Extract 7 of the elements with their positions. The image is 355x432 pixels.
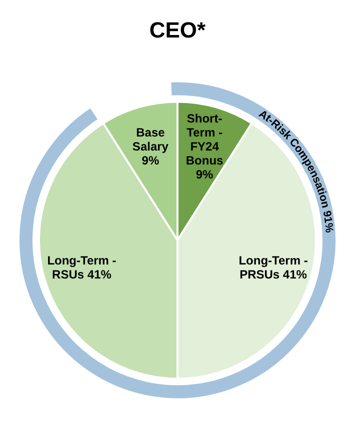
slice-label: Long-Term - PRSUs 41% — [238, 253, 308, 282]
data-label: 9% — [142, 153, 160, 168]
chart-title: CEO* — [149, 17, 206, 42]
slice-label: Short-Term - FY24 Bonus — [186, 111, 224, 168]
slice-label: Base Salary — [132, 125, 169, 154]
data-label: 9% — [196, 167, 214, 182]
slice-label: Long-Term - RSUs 41% — [47, 253, 116, 282]
